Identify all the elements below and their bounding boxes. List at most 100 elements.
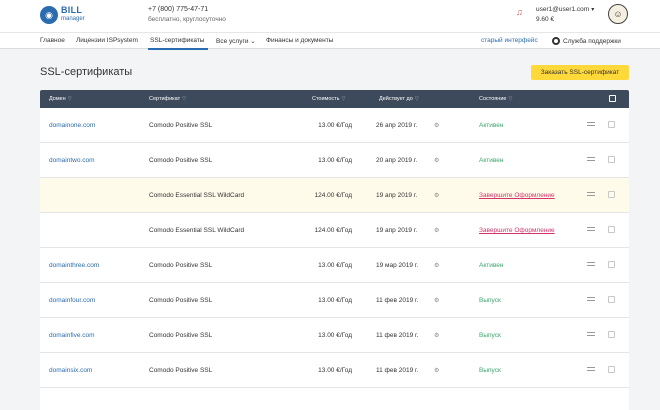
- status-link[interactable]: Завершите Оформление: [479, 227, 555, 234]
- table-row[interactable]: Comodo Essential SSL WildCard 124.00 €/Г…: [40, 213, 629, 248]
- row-menu-icon[interactable]: [587, 122, 595, 128]
- table-row[interactable]: Comodo Essential SSL WildCard 124.00 €/Г…: [40, 178, 629, 213]
- logo[interactable]: ◉ BILL manager: [40, 6, 85, 24]
- gear-icon[interactable]: ⚙: [434, 228, 440, 234]
- row-menu-icon[interactable]: [587, 157, 595, 163]
- row-menu-icon[interactable]: [587, 332, 595, 338]
- valid-until: 19 мар 2019 г.: [376, 262, 419, 269]
- page-title: SSL-сертификаты: [40, 66, 133, 78]
- gear-icon[interactable]: ⚙: [434, 263, 440, 269]
- valid-until: 26 апр 2019 г.: [376, 122, 418, 129]
- top-bar: ◉ BILL manager +7 (800) 775-47-71 беспла…: [0, 0, 660, 32]
- phone-number: +7 (800) 775-47-71: [148, 6, 209, 13]
- nav-item-ssl[interactable]: SSL-сертификаты: [150, 37, 205, 44]
- certificate-name: Comodo Positive SSL: [149, 122, 213, 129]
- header-price[interactable]: Стоимость ▽: [312, 96, 346, 102]
- table-row[interactable]: domainone.com Comodo Positive SSL 13.00 …: [40, 108, 629, 143]
- status-link[interactable]: Завершите Оформление: [479, 192, 555, 199]
- gear-icon[interactable]: ⚙: [434, 368, 440, 374]
- status-badge: Активен: [479, 157, 504, 164]
- price: 13.00 €/Год: [318, 262, 352, 269]
- main-nav: Главное Лицензии ISPsystem SSL-сертифика…: [0, 32, 660, 50]
- header-status[interactable]: Состояние ▽: [479, 96, 513, 102]
- status-badge: Активен: [479, 122, 504, 129]
- table-row[interactable]: domainsix.com Comodo Positive SSL 13.00 …: [40, 353, 629, 388]
- gear-icon[interactable]: ⚙: [434, 158, 440, 164]
- header-valid-until[interactable]: Действует до ▽: [379, 96, 419, 102]
- certificate-name: Comodo Positive SSL: [149, 157, 213, 164]
- certificates-table: Домен ▽ Сертификат ▽ Стоимость ▽ Действует …: [40, 90, 629, 410]
- row-menu-icon[interactable]: [587, 367, 595, 373]
- domain-link[interactable]: domainsix.com: [49, 367, 93, 374]
- certificate-name: Comodo Positive SSL: [149, 262, 213, 269]
- status-badge: Выпуск: [479, 297, 501, 304]
- row-checkbox[interactable]: [608, 156, 615, 163]
- order-ssl-button[interactable]: Заказать SSL-сертификат: [531, 65, 629, 80]
- price: 13.00 €/Год: [318, 157, 352, 164]
- select-all-checkbox[interactable]: [609, 95, 616, 102]
- nav-item-all-services[interactable]: Все услуги ⌄: [216, 38, 256, 45]
- filter-icon[interactable]: ▽: [182, 96, 187, 102]
- domain-link[interactable]: domaintwo.com: [49, 157, 95, 164]
- table-row[interactable]: domaintwo.com Comodo Positive SSL 13.00 …: [40, 143, 629, 178]
- valid-until: 19 апр 2019 г.: [376, 192, 418, 199]
- price: 13.00 €/Год: [318, 122, 352, 129]
- row-menu-icon[interactable]: [587, 262, 595, 268]
- price: 124.00 €/Год: [314, 227, 352, 234]
- domain-link[interactable]: domainthree.com: [49, 262, 100, 269]
- nav-item-main[interactable]: Главное: [40, 37, 65, 44]
- row-checkbox[interactable]: [608, 191, 615, 198]
- domain-link[interactable]: domainfive.com: [49, 332, 95, 339]
- table-row[interactable]: domainthree.com Comodo Positive SSL 13.0…: [40, 248, 629, 283]
- logo-title: BILL: [61, 5, 83, 15]
- row-menu-icon[interactable]: [587, 192, 595, 198]
- certificate-name: Comodo Essential SSL WildCard: [149, 192, 245, 199]
- row-checkbox[interactable]: [608, 331, 615, 338]
- table-row[interactable]: domainfour.com Comodo Positive SSL 13.00…: [40, 283, 629, 318]
- bell-icon[interactable]: ♫: [516, 7, 523, 17]
- filter-icon[interactable]: ▽: [414, 96, 419, 102]
- domain-link[interactable]: domainone.com: [49, 122, 96, 129]
- filter-icon[interactable]: ▽: [508, 96, 513, 102]
- filter-icon[interactable]: ▽: [341, 96, 346, 102]
- chevron-down-icon: ▾: [591, 7, 595, 13]
- row-checkbox[interactable]: [608, 226, 615, 233]
- avatar[interactable]: ☺: [608, 4, 628, 24]
- valid-until: 11 фев 2019 г.: [376, 332, 419, 339]
- header-domain[interactable]: Домен ▽: [49, 96, 72, 102]
- row-checkbox[interactable]: [608, 261, 615, 268]
- support-link[interactable]: Служба поддержки: [552, 37, 621, 45]
- row-menu-icon[interactable]: [587, 227, 595, 233]
- price: 13.00 €/Год: [318, 332, 352, 339]
- gear-icon[interactable]: ⚙: [434, 123, 440, 129]
- price: 13.00 €/Год: [318, 297, 352, 304]
- certificate-name: Comodo Positive SSL: [149, 332, 213, 339]
- row-checkbox[interactable]: [608, 296, 615, 303]
- phone-block: +7 (800) 775-47-71 бесплатно, круглосуто…: [148, 5, 226, 25]
- user-menu[interactable]: user1@user1.com ▾ 9.60 €: [536, 5, 594, 25]
- header-certificate[interactable]: Сертификат ▽: [149, 96, 187, 102]
- nav-item-finance[interactable]: Финансы и документы: [266, 37, 334, 44]
- support-label: Служба поддержки: [563, 37, 621, 45]
- valid-until: 20 апр 2019 г.: [376, 157, 418, 164]
- table-row[interactable]: domainfive.com Comodo Positive SSL 13.00…: [40, 318, 629, 353]
- status-badge: Выпуск: [479, 332, 501, 339]
- row-menu-icon[interactable]: [587, 297, 595, 303]
- lifebuoy-icon: [552, 37, 560, 45]
- certificate-name: Comodo Positive SSL: [149, 367, 213, 374]
- filter-icon[interactable]: ▽: [67, 96, 72, 102]
- phone-note: бесплатно, круглосуточно: [148, 16, 226, 23]
- old-interface-link[interactable]: старый интерфейс: [481, 37, 538, 44]
- gear-icon[interactable]: ⚙: [434, 333, 440, 339]
- gear-icon[interactable]: ⚙: [434, 193, 440, 199]
- table-header: Домен ▽ Сертификат ▽ Стоимость ▽ Действует …: [40, 90, 629, 108]
- balance: 9.60 €: [536, 16, 555, 23]
- row-checkbox[interactable]: [608, 121, 615, 128]
- domain-link[interactable]: domainfour.com: [49, 297, 96, 304]
- nav-item-licenses[interactable]: Лицензии ISPsystem: [76, 37, 138, 44]
- valid-until: 11 фев 2019 г.: [376, 367, 419, 374]
- row-checkbox[interactable]: [608, 366, 615, 373]
- gear-icon[interactable]: ⚙: [434, 298, 440, 304]
- user-email: user1@user1.com: [536, 6, 590, 13]
- certificate-name: Comodo Positive SSL: [149, 297, 213, 304]
